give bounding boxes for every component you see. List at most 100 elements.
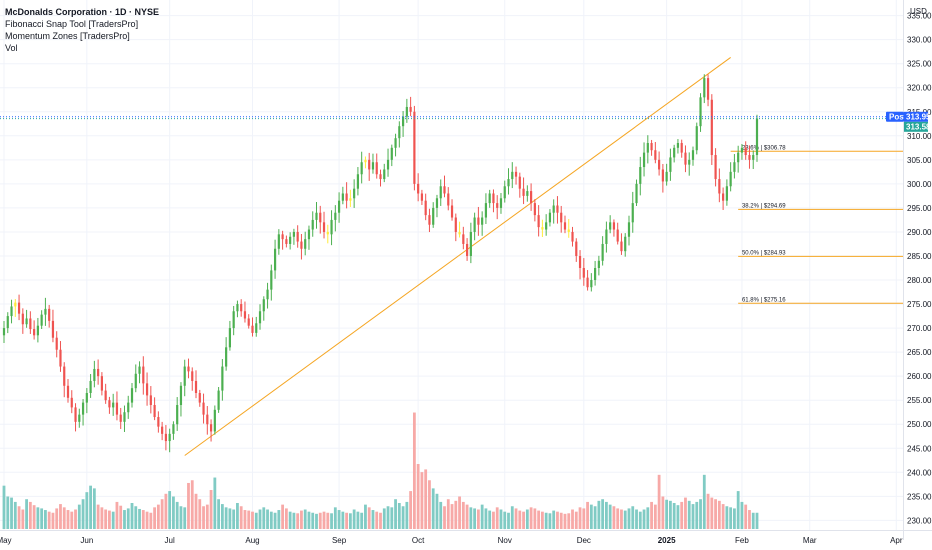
candle-body	[266, 289, 269, 300]
candle-body	[334, 212, 337, 220]
symbol-title[interactable]: McDonalds Corporation · 1D · NYSE	[5, 7, 160, 17]
candle-body	[40, 314, 43, 326]
volume-bar	[593, 506, 597, 529]
volume-bar	[405, 501, 409, 529]
volume-bar	[345, 512, 349, 529]
price-axis[interactable]: 230.00 235.00 240.00 245.00 250.00 255.00 260.…	[903, 0, 932, 540]
time-axis[interactable]: MayJunJulAugSepOctNovDec2025FebMarAprMay	[0, 530, 932, 546]
candle-body	[232, 311, 235, 329]
price-tick-label: 260.00	[907, 372, 932, 381]
time-tick-label: Dec	[577, 536, 591, 545]
indicator-fibonacci[interactable]: Fibonacci Snap Tool [TradersPro]	[5, 19, 139, 29]
volume-bar	[484, 508, 488, 529]
candle-body	[586, 277, 589, 288]
volume-bar	[311, 512, 315, 529]
volume-bar	[642, 509, 646, 529]
volume-bar	[149, 512, 153, 529]
indicator-momentum[interactable]: Momentum Zones [TradersPro]	[5, 31, 130, 41]
candle-body	[530, 191, 533, 204]
volume-bar	[300, 510, 303, 529]
volume-bar	[202, 506, 205, 529]
candle-body	[624, 236, 627, 252]
volume-bar	[439, 501, 443, 529]
candle-body	[417, 183, 420, 194]
candle-body	[695, 126, 698, 151]
symbol-name: McDonalds Corporation	[5, 7, 108, 17]
volume-bar	[605, 501, 608, 529]
volume-bar	[428, 480, 431, 529]
volume-bar	[537, 510, 541, 529]
candle-body	[413, 111, 416, 184]
candle-body	[714, 155, 717, 180]
volume-bar	[251, 511, 254, 529]
candle-body	[51, 320, 55, 338]
candle-body	[661, 169, 664, 182]
candle-body	[597, 260, 600, 268]
volume-bar	[66, 510, 70, 529]
candle-body	[737, 152, 740, 163]
volume-bar	[111, 511, 115, 529]
volume-bar	[198, 499, 202, 529]
candle-body	[221, 366, 224, 391]
volume-bar	[503, 511, 507, 529]
volume-bar	[559, 512, 563, 529]
volume-bar	[330, 513, 333, 529]
candle-body	[691, 150, 695, 160]
candle-body	[514, 171, 518, 177]
candle-body	[134, 373, 137, 389]
volume-bar	[179, 506, 183, 529]
candle-body	[526, 191, 529, 196]
candle-body	[699, 97, 702, 127]
candle-body	[187, 366, 190, 372]
volume-bar	[601, 499, 605, 529]
candle-body	[81, 402, 85, 415]
candle-body	[179, 385, 183, 406]
volume-bar	[574, 511, 578, 529]
candle-body	[428, 215, 431, 225]
volume-bar	[85, 492, 89, 529]
candle-body	[292, 231, 296, 237]
volume-bar	[13, 501, 17, 529]
price-tick-label: 255.00	[907, 396, 932, 405]
price-tick-label: 240.00	[907, 468, 932, 477]
timeframe: 1D	[115, 7, 127, 17]
volume-bar	[597, 500, 601, 529]
volume-bar	[341, 511, 345, 529]
volume-bar	[394, 499, 397, 529]
candle-body	[48, 308, 51, 321]
candle-body	[307, 229, 311, 240]
candle-body	[601, 243, 604, 261]
volume-bar	[59, 504, 62, 529]
candle-body	[289, 236, 292, 244]
candle-body	[533, 203, 536, 216]
volume-bar	[126, 508, 130, 529]
candle-body	[673, 147, 676, 158]
post-label-text: Post	[889, 112, 907, 121]
trend-line[interactable]	[184, 57, 731, 456]
candle-body	[465, 243, 469, 256]
volume-bar	[446, 499, 450, 529]
candle-body	[740, 147, 744, 153]
candle-body	[578, 255, 582, 268]
volume-bar	[25, 499, 28, 529]
candle-body	[450, 205, 454, 218]
candle-body	[507, 179, 510, 187]
candle-body	[552, 205, 555, 213]
price-tick-label: 295.00	[907, 204, 932, 213]
candle-body	[119, 414, 122, 422]
time-tick-label: 2025	[658, 536, 676, 545]
volume-bar	[627, 508, 631, 529]
volume-bar	[92, 488, 96, 529]
candle-body	[353, 188, 356, 199]
candle-body	[145, 383, 149, 396]
volume-bar	[525, 509, 529, 529]
candle-body	[209, 424, 213, 432]
candle-body	[304, 239, 307, 249]
candle-body	[66, 385, 70, 398]
volume-bar	[213, 477, 217, 529]
candle-body	[609, 222, 612, 230]
volume-bar	[431, 488, 435, 529]
indicator-volume[interactable]: Vol	[5, 43, 18, 53]
time-tick-label: Jul	[165, 536, 175, 545]
